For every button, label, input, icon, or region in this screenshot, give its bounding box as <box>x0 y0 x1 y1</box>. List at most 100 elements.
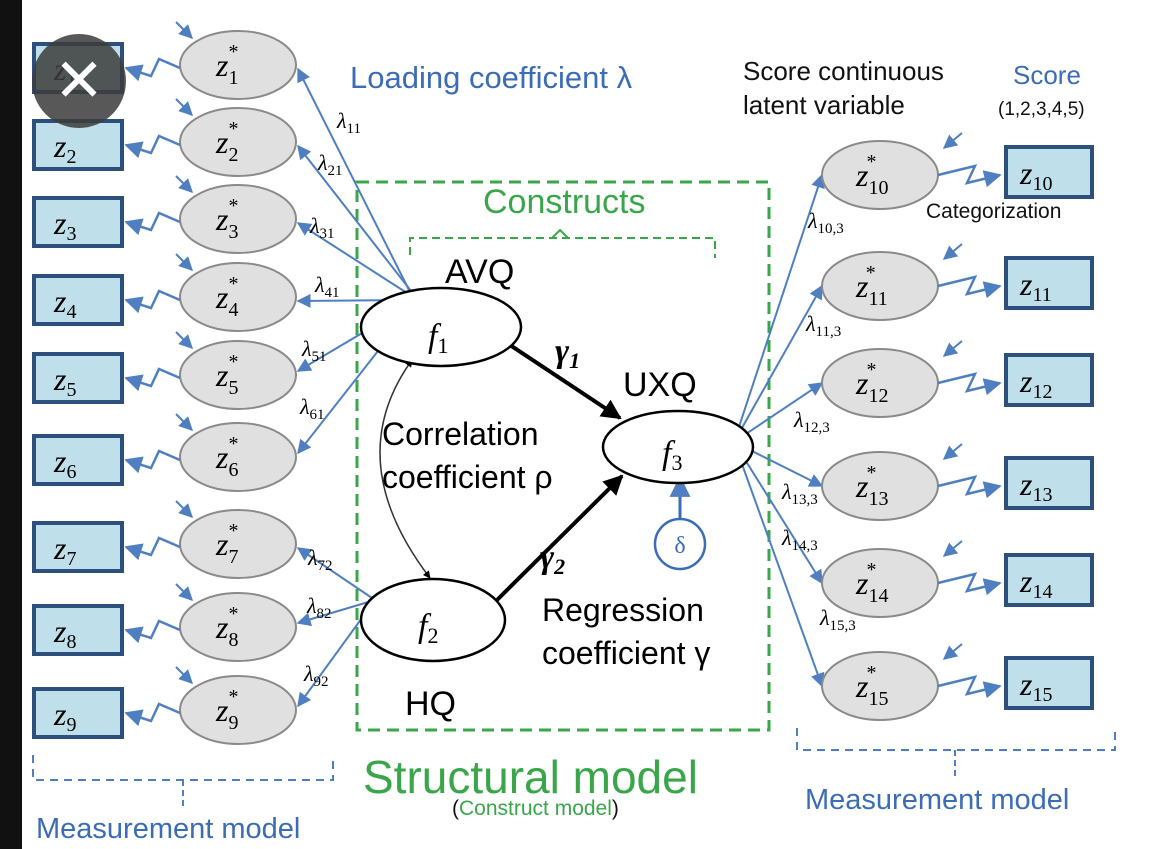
categorization-label: Categorization <box>926 200 1061 223</box>
indicator-box <box>32 687 124 739</box>
categorization-link <box>937 475 1002 499</box>
constructs-box <box>355 180 771 732</box>
latent-z-star <box>179 592 297 662</box>
score-levels: (1,2,3,4,5) <box>998 99 1085 120</box>
factor-f2-name: HQ <box>405 685 456 723</box>
error-arrow <box>175 98 193 116</box>
indicator-box <box>32 274 124 326</box>
right-measurement-bracket <box>796 728 1116 751</box>
gamma1-label: γ1 <box>555 333 580 373</box>
categorization-link <box>124 367 181 392</box>
loading-line <box>297 144 419 301</box>
loading-label: λ12,3 <box>793 407 830 436</box>
latent-z-star-label: z15* <box>855 662 888 710</box>
latent-z-star-label: z6* <box>215 433 238 481</box>
factor-f2 <box>359 577 507 663</box>
left-indicators: z1*z1λ11z2*z2λ21z3*z3λ31z4*z4λ41z5*z5λ51… <box>32 21 361 745</box>
right-indicators: z10* z10 λ10,3 z11* z11 λ11,3 z12* z12 λ12,3 z13*… <box>781 132 1094 721</box>
loading-label: λ11,3 <box>805 311 841 340</box>
categorization-link <box>124 134 181 159</box>
factor-f1-name: AVQ <box>445 253 514 291</box>
gamma1-path <box>505 341 622 420</box>
close-button[interactable]: ✕ <box>32 34 126 128</box>
latent-z-star-label: z2* <box>215 118 238 166</box>
indicator-box <box>1004 456 1094 510</box>
constructs-bracket <box>409 237 716 258</box>
loading-label: λ41 <box>314 272 340 301</box>
latent-z-star <box>179 509 297 579</box>
latent-z-star-label: z9* <box>215 686 238 734</box>
loading-label: λ72 <box>307 545 333 574</box>
categorization-link <box>937 164 1002 188</box>
error-arrow <box>942 540 963 557</box>
categorization-link <box>937 372 1002 396</box>
indicator-label: z12 <box>1019 363 1052 403</box>
latent-z-star-label: z5* <box>215 351 238 399</box>
constructs-heading: Constructs <box>483 183 646 221</box>
latent-z-star <box>179 675 297 745</box>
loading-label: λ61 <box>299 394 325 423</box>
structural-model-heading: Structural model <box>363 751 698 803</box>
loading-label: λ92 <box>303 661 329 690</box>
loading-label: λ10,3 <box>807 208 844 237</box>
loading-label: λ31 <box>309 213 335 242</box>
loading-label: λ14,3 <box>781 525 818 554</box>
loading-label: λ21 <box>317 150 343 179</box>
latent-z-star <box>179 184 297 254</box>
error-arrow <box>942 643 963 660</box>
score-heading: Score <box>1013 60 1081 90</box>
left-measurement-bracket <box>32 755 334 781</box>
latent-z-star <box>179 30 297 100</box>
latent-z-star-label: z13* <box>855 462 888 510</box>
indicator-box <box>1004 353 1094 407</box>
loading-label: λ51 <box>301 336 327 365</box>
gamma2-label: γ2 <box>540 539 565 579</box>
categorization-link <box>124 57 181 82</box>
score-continuous-heading: Score continuous <box>743 56 944 86</box>
indicator-box <box>1004 656 1094 710</box>
construct-model-caption: (Construct model) <box>452 797 619 820</box>
latent-z-star-label: z8* <box>215 603 238 651</box>
indicator-label: z3 <box>53 205 76 245</box>
indicator-label: z7 <box>53 530 76 570</box>
loading-line <box>296 599 376 627</box>
indicator-box <box>32 604 124 656</box>
latent-z-star-label: z14* <box>855 559 888 607</box>
indicator-box <box>1004 256 1094 310</box>
categorization-link <box>937 572 1002 596</box>
loading-line <box>733 173 825 443</box>
loading-line <box>296 222 419 301</box>
indicator-box <box>32 119 124 171</box>
indicator-label: z5 <box>53 361 76 401</box>
latent-z-star <box>179 107 297 177</box>
indicator-label: z14 <box>1019 563 1052 603</box>
categorization-link <box>124 449 181 474</box>
delta-label: δ <box>674 533 685 559</box>
indicator-label: z10 <box>1019 155 1052 195</box>
factor-f3-name: UXQ <box>623 366 697 404</box>
latent-z-star <box>179 262 297 332</box>
factor-f3 <box>601 409 755 485</box>
error-arrow <box>175 253 193 271</box>
correlation-line2: coefficient ρ <box>382 459 553 495</box>
indicator-label: z2 <box>53 128 76 168</box>
error-arrow <box>175 583 193 601</box>
error-arrow <box>175 413 193 431</box>
latent-z-star-label: z1* <box>215 41 238 89</box>
loading-line <box>733 441 825 688</box>
categorization-link <box>124 289 181 314</box>
loading-line <box>296 547 376 601</box>
latent-z-star-label: z11* <box>855 262 888 310</box>
error-arrow <box>942 443 963 460</box>
indicator-label: z11 <box>1019 266 1052 306</box>
measurement-model-right: Measurement model <box>805 784 1069 816</box>
constructs-bracket-tick <box>551 228 569 239</box>
loading-label: λ11 <box>336 108 361 137</box>
latent-z-star-label: z4* <box>215 273 238 321</box>
indicator-label: z13 <box>1019 466 1052 506</box>
loading-line <box>297 67 413 297</box>
loading-label: λ13,3 <box>781 479 818 508</box>
close-icon: ✕ <box>53 46 105 116</box>
